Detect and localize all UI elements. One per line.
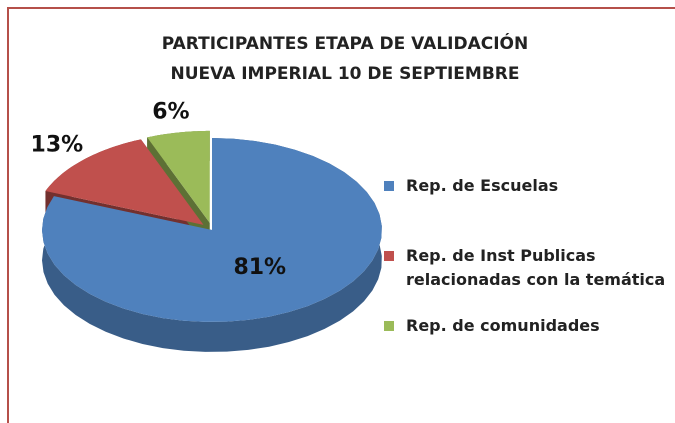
slice bbox=[45, 139, 204, 225]
legend-swatch bbox=[384, 251, 394, 261]
chart-title: NUEVA IMPERIAL 10 DE SEPTIEMBRE bbox=[170, 64, 519, 84]
legend-swatch bbox=[384, 181, 394, 191]
data-label: 6% bbox=[152, 100, 189, 125]
legend-swatch bbox=[384, 321, 394, 331]
data-label: 13% bbox=[31, 133, 84, 158]
slice bbox=[42, 138, 382, 322]
data-label: 81% bbox=[233, 255, 286, 280]
legend-label: Rep. de Inst Publicas relacionadas con l… bbox=[406, 246, 666, 289]
legend-label: Rep. de comunidades bbox=[406, 316, 600, 335]
legend-label: Rep. de Escuelas bbox=[406, 176, 559, 195]
frame bbox=[7, 7, 675, 423]
slice bbox=[147, 130, 210, 223]
chart-title: PARTICIPANTES ETAPA DE VALIDACIÓN bbox=[162, 32, 529, 54]
